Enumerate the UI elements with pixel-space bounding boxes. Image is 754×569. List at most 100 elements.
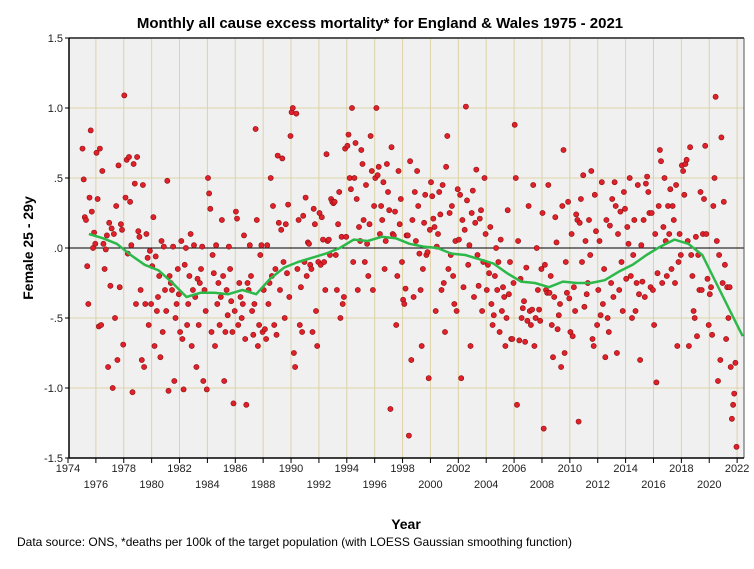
- data-point: [518, 315, 525, 321]
- data-point: [155, 294, 161, 300]
- data-point: [643, 180, 649, 187]
- data-point: [367, 133, 374, 139]
- data-point: [303, 273, 310, 279]
- data-point: [530, 182, 537, 188]
- data-point: [466, 242, 473, 249]
- data-point: [494, 287, 501, 293]
- data-point: [170, 243, 176, 250]
- data-point: [445, 266, 452, 272]
- data-point: [446, 210, 453, 216]
- data-point: [462, 103, 469, 110]
- data-point: [712, 93, 719, 100]
- data-point: [435, 231, 441, 237]
- data-point: [611, 179, 618, 186]
- data-point: [135, 228, 142, 235]
- x-tick-label: 1974: [56, 463, 80, 475]
- data-point: [548, 322, 555, 328]
- data-point: [727, 364, 734, 370]
- data-point: [311, 221, 318, 228]
- data-point: [121, 92, 128, 99]
- data-point: [181, 261, 188, 268]
- data-point: [651, 322, 657, 328]
- data-point: [401, 301, 408, 307]
- data-point: [704, 275, 711, 282]
- data-point: [145, 322, 152, 328]
- data-point: [667, 186, 674, 193]
- data-point: [180, 386, 187, 393]
- data-point: [119, 226, 125, 233]
- data-point: [554, 326, 561, 333]
- data-point: [641, 294, 648, 300]
- data-point: [397, 196, 404, 202]
- data-point: [603, 217, 610, 223]
- data-point: [469, 187, 476, 194]
- data-point: [347, 186, 354, 193]
- data-point: [163, 308, 170, 314]
- data-point: [581, 303, 588, 310]
- data-point: [351, 175, 358, 181]
- data-point: [697, 189, 704, 195]
- data-point: [432, 308, 439, 314]
- data-point: [586, 217, 592, 223]
- data-point: [366, 221, 373, 228]
- data-point: [323, 151, 330, 158]
- data-point: [694, 333, 700, 340]
- data-point: [559, 203, 566, 209]
- data-point: [562, 259, 569, 265]
- data-point: [404, 232, 411, 239]
- x-tick-label: 2012: [585, 479, 609, 491]
- data-point: [732, 359, 739, 366]
- data-point: [579, 259, 585, 265]
- data-point: [393, 322, 400, 328]
- data-point: [88, 208, 95, 215]
- data-point: [80, 176, 87, 183]
- data-point: [86, 194, 93, 201]
- data-point: [215, 280, 222, 286]
- data-point: [609, 196, 616, 202]
- x-tick-label: 2016: [641, 479, 665, 491]
- data-point: [273, 331, 280, 338]
- data-point: [186, 273, 193, 279]
- data-point: [225, 243, 232, 250]
- data-point: [482, 231, 489, 237]
- data-point: [207, 205, 214, 212]
- data-point: [256, 322, 262, 328]
- data-point: [731, 390, 738, 397]
- data-point: [597, 312, 604, 319]
- data-point: [173, 301, 180, 307]
- data-point: [451, 301, 458, 307]
- data-point: [199, 243, 206, 250]
- data-point: [294, 266, 301, 272]
- data-point: [344, 142, 351, 149]
- data-point: [310, 205, 317, 212]
- data-point: [87, 127, 94, 134]
- y-tick-label: -.5: [50, 313, 63, 325]
- data-point: [332, 252, 339, 258]
- data-point: [726, 284, 733, 291]
- data-point: [182, 245, 189, 251]
- data-point: [733, 443, 740, 450]
- data-point: [265, 301, 272, 307]
- data-point: [683, 156, 690, 163]
- data-point: [146, 247, 153, 254]
- x-tick-label: 2000: [418, 479, 442, 491]
- data-point: [203, 386, 210, 393]
- data-point: [251, 301, 258, 307]
- data-point: [528, 322, 534, 328]
- x-tick-label: 2018: [669, 463, 693, 475]
- data-point: [150, 214, 157, 221]
- data-point: [216, 322, 223, 328]
- data-point: [454, 186, 461, 193]
- data-point: [619, 308, 626, 314]
- data-point: [227, 266, 233, 272]
- data-point: [257, 252, 264, 258]
- data-point: [583, 291, 590, 298]
- data-point: [670, 217, 677, 223]
- data-point: [614, 350, 620, 356]
- data-point: [540, 425, 547, 432]
- data-point: [439, 182, 446, 188]
- x-tick-label: 1992: [307, 479, 331, 491]
- data-point: [476, 215, 483, 222]
- data-point: [354, 287, 361, 293]
- data-point: [394, 273, 401, 279]
